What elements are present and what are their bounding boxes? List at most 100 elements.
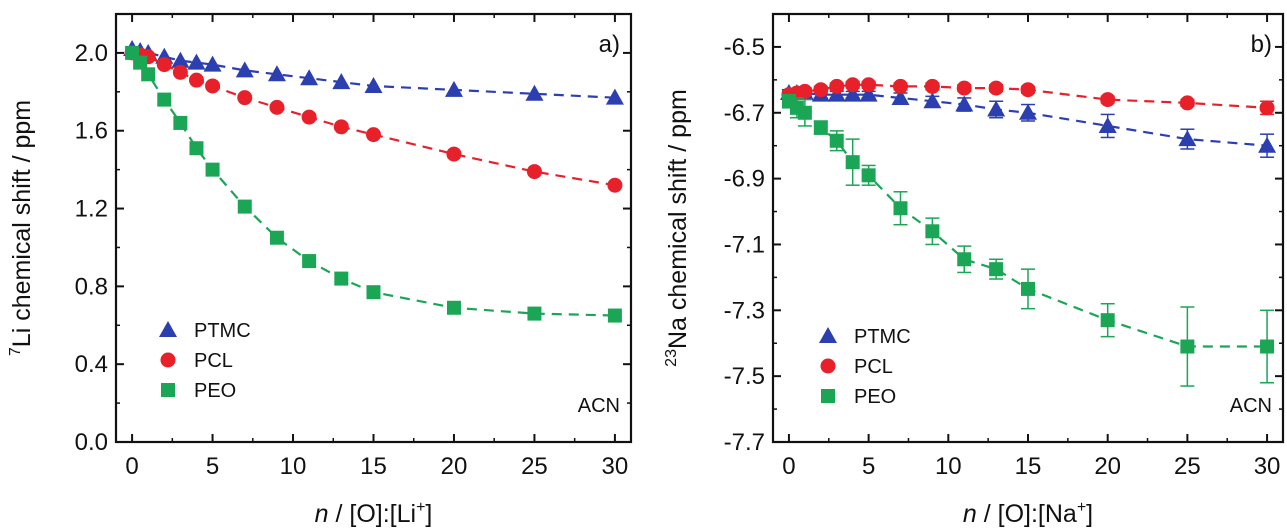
- x-axis-title-text: / [O]:[Li: [329, 500, 417, 528]
- data-point-pcl: [156, 57, 172, 73]
- data-point-peo: [269, 230, 284, 245]
- legend-label-pcl: PCL: [194, 350, 233, 372]
- data-point-pcl: [797, 83, 813, 99]
- data-point-pcl: [1100, 92, 1116, 108]
- x-axis-title: n / [O]:[Li+]: [315, 499, 433, 528]
- series-pcl: [781, 77, 1275, 116]
- data-point-ptmc: [444, 80, 463, 97]
- data-point-peo: [813, 120, 828, 135]
- y-tick-label: 1.2: [75, 196, 108, 223]
- data-point-peo: [1180, 339, 1195, 354]
- data-point-peo: [893, 201, 908, 216]
- data-point-ptmc: [1178, 130, 1197, 147]
- data-point-peo: [141, 67, 156, 82]
- data-point-pcl: [172, 64, 188, 80]
- data-point-peo: [334, 271, 349, 286]
- legend-marker-pcl: [160, 352, 176, 368]
- data-point-pcl: [333, 119, 349, 135]
- data-point-ptmc: [332, 73, 351, 90]
- y-tick-label: -7.5: [724, 363, 765, 390]
- y-tick-label: 1.6: [75, 118, 108, 145]
- x-axis-title-text: / [O]:[Na: [977, 500, 1077, 528]
- data-point-pcl: [301, 109, 317, 125]
- data-point-pcl: [1020, 82, 1036, 98]
- data-point-ptmc: [843, 85, 862, 102]
- data-point-pcl: [366, 127, 381, 143]
- data-point-pcl: [526, 164, 542, 180]
- x-tick-label: 10: [280, 453, 307, 480]
- x-axis-title-n: n: [315, 500, 329, 528]
- x-axis-title-end: ]: [1086, 500, 1093, 528]
- data-point-peo: [173, 115, 188, 130]
- y-tick-label: -7.7: [724, 429, 765, 456]
- data-point-ptmc: [923, 92, 942, 109]
- data-point-peo: [1260, 339, 1275, 354]
- data-point-pcl: [956, 80, 972, 96]
- data-point-pcl: [924, 78, 940, 94]
- legend-label-peo: PEO: [194, 380, 236, 402]
- legend-marker-peo: [161, 383, 175, 397]
- data-point-peo: [797, 105, 812, 120]
- y-axis-title: 23Na chemical shift / ppm: [663, 89, 692, 367]
- data-point-ptmc: [955, 95, 974, 112]
- solvent-annotation: ACN: [578, 395, 620, 417]
- y-axis-title-sup: 23: [663, 349, 680, 367]
- data-point-peo: [237, 199, 252, 214]
- x-tick-label: 5: [206, 453, 219, 480]
- data-point-peo: [861, 168, 876, 183]
- data-point-ptmc: [987, 100, 1006, 117]
- data-point-ptmc: [1098, 116, 1117, 133]
- data-point-peo: [989, 262, 1004, 277]
- series-pcl: [124, 45, 623, 193]
- panel-a: 0 5 10 15 20 25 30 0.0 0.4 0.8 1.2 1.6 2.0 n / [O]:[L…: [7, 12, 633, 528]
- data-point-pcl: [607, 177, 623, 193]
- series-peo: [781, 93, 1275, 387]
- data-point-ptmc: [267, 65, 286, 82]
- legend-label-ptmc: PTMC: [854, 326, 911, 348]
- data-point-peo: [527, 306, 542, 321]
- y-axis-title-sup: 7: [7, 347, 24, 356]
- data-point-peo: [829, 133, 844, 148]
- data-point-ptmc: [891, 88, 910, 105]
- data-point-peo: [157, 92, 172, 107]
- data-point-ptmc: [300, 69, 319, 86]
- data-point-pcl: [1179, 95, 1195, 111]
- data-point-ptmc: [605, 88, 624, 105]
- data-point-peo: [366, 285, 381, 300]
- fit-line-pcl: [131, 51, 616, 187]
- data-point-peo: [302, 254, 317, 269]
- data-point-ptmc: [1258, 136, 1277, 153]
- y-axis-title: 7Li chemical shift / ppm: [7, 100, 36, 356]
- solvent-annotation: ACN: [1230, 395, 1272, 417]
- x-axis-title-end: ]: [425, 500, 432, 528]
- data-point-ptmc: [203, 55, 222, 72]
- x-axis-title: n / [O]:[Na+]: [963, 499, 1093, 528]
- data-point-peo: [1100, 313, 1115, 328]
- panel-b: 0 5 10 15 20 25 30 -6.5 -6.7 -6.9 -7.1 -7.3 -7.5 -7.7…: [663, 12, 1285, 528]
- y-tick-label: -6.9: [724, 166, 765, 193]
- legend-label-pcl: PCL: [854, 356, 893, 378]
- data-point-peo: [607, 308, 622, 323]
- data-point-peo: [446, 300, 461, 315]
- y-tick-label: -6.7: [724, 100, 765, 127]
- x-tick-label: 30: [1254, 453, 1281, 480]
- y-tick-label: 0.0: [75, 429, 108, 456]
- x-tick-label: 25: [521, 453, 548, 480]
- y-axis-title-text: Na chemical shift / ppm: [664, 89, 692, 349]
- y-tick-label: -7.3: [724, 297, 765, 324]
- x-tick-label: 10: [935, 453, 962, 480]
- legend-label-ptmc: PTMC: [194, 320, 251, 342]
- data-point-ptmc: [171, 51, 190, 68]
- data-point-pcl: [813, 82, 829, 98]
- x-tick-label: 30: [602, 453, 629, 480]
- data-point-pcl: [988, 80, 1004, 96]
- data-point-peo: [189, 141, 204, 156]
- data-point-ptmc: [364, 76, 383, 93]
- data-point-peo: [925, 224, 940, 239]
- data-point-peo: [205, 162, 220, 177]
- data-point-pcl: [205, 78, 221, 94]
- x-tick-label: 25: [1174, 453, 1201, 480]
- y-tick-label: 2.0: [75, 40, 108, 67]
- legend-marker-ptmc: [819, 327, 837, 343]
